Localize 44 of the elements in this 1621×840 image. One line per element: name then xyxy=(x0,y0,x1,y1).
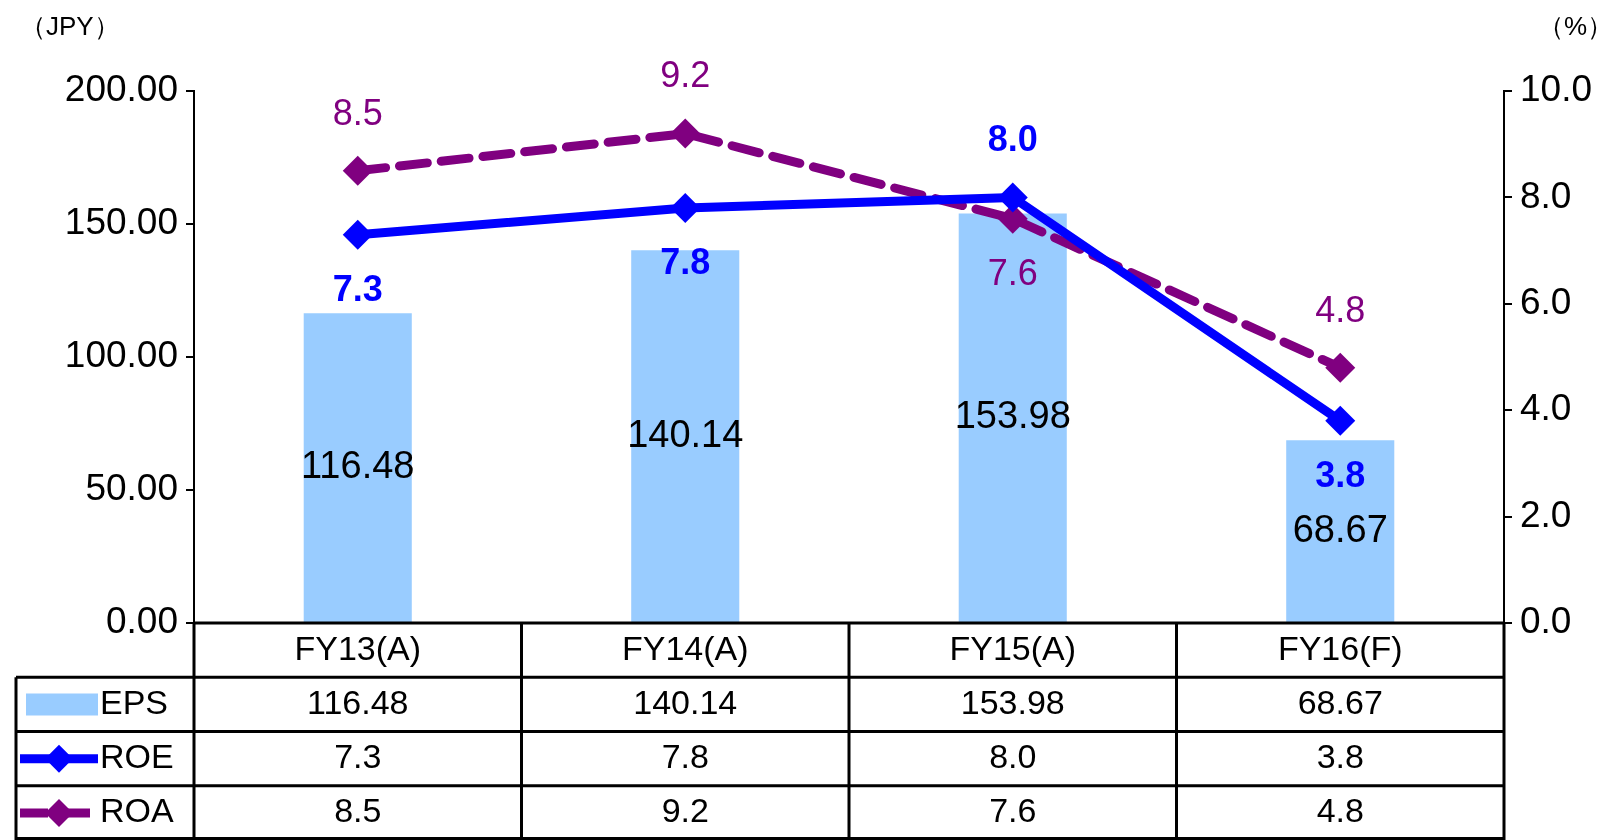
y2-tick-label: 0.0 xyxy=(1520,600,1572,642)
y-tick-label: 150.00 xyxy=(64,201,178,243)
data-label: 9.2 xyxy=(661,791,709,830)
x-tick-label: FY14(A) xyxy=(621,628,749,667)
text: 3.8 xyxy=(1315,453,1366,495)
text: 140.14 xyxy=(627,412,744,455)
text: 8.5 xyxy=(332,91,383,133)
x-tick-label: FY13(A) xyxy=(294,628,422,667)
text: 7.8 xyxy=(660,240,711,282)
y2-tick-label: 4.0 xyxy=(1520,387,1572,429)
data-label: 8.5 xyxy=(334,791,382,830)
data-label: 7.6 xyxy=(989,791,1037,830)
y-axis-title: （JPY） xyxy=(20,11,120,42)
y2-tick-label: 6.0 xyxy=(1520,281,1572,322)
text: 8.0 xyxy=(987,118,1038,160)
text: 9.2 xyxy=(660,54,711,96)
text: 68.67 xyxy=(1292,507,1388,550)
y-tick-label: 50.00 xyxy=(85,467,178,509)
data-label: 8.0 xyxy=(989,737,1037,775)
data-label: 7.8 xyxy=(661,737,709,775)
text: 153.98 xyxy=(954,394,1071,437)
data-label: 153.98 xyxy=(960,682,1065,721)
y-tick-label: 100.00 xyxy=(64,334,178,376)
legend-label: ROA xyxy=(100,791,174,830)
text: 116.48 xyxy=(301,444,415,487)
data-label: 116.48 xyxy=(307,682,409,721)
y2-tick-label: 10.0 xyxy=(1520,68,1593,110)
legend-label: ROE xyxy=(100,737,174,775)
data-label: 140.14 xyxy=(633,682,738,721)
data-label: 68.67 xyxy=(1297,682,1383,721)
y2-tick-label: 8.0 xyxy=(1520,174,1572,216)
y2-axis-title: （%） xyxy=(1537,11,1613,42)
text: 4.8 xyxy=(1315,288,1366,330)
y-tick-label: 0.00 xyxy=(105,600,178,642)
y-tick-label: 200.00 xyxy=(64,68,178,110)
x-tick-label: FY16(F) xyxy=(1277,628,1403,667)
data-label: 7.3 xyxy=(334,737,382,775)
y2-tick-label: 2.0 xyxy=(1520,493,1572,535)
data-label: 4.8 xyxy=(1316,791,1364,830)
text: 7.6 xyxy=(987,251,1038,293)
text: 7.3 xyxy=(332,267,383,309)
data-label: 3.8 xyxy=(1316,737,1364,775)
x-tick-label: FY15(A) xyxy=(949,628,1077,667)
legend-label: EPS xyxy=(100,682,169,721)
